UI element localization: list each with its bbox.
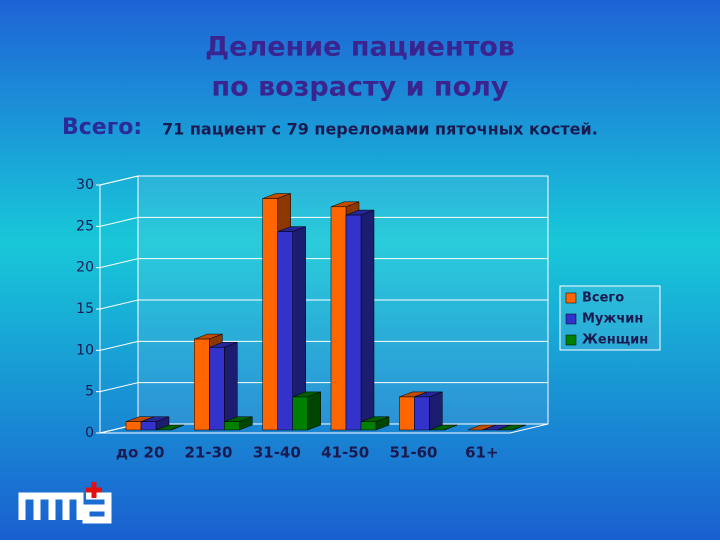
bar — [209, 341, 238, 431]
legend-box — [559, 285, 661, 351]
x-tick-label: 51-60 — [390, 444, 438, 462]
y-tick-label: 0 — [85, 425, 94, 441]
bar-front — [360, 421, 377, 431]
bar — [292, 391, 321, 431]
bar-side — [512, 424, 526, 431]
bar-front — [399, 396, 415, 431]
legend-swatch — [565, 334, 577, 346]
bar-front — [345, 214, 362, 431]
bar-front — [140, 421, 157, 431]
summary-label: Всего: — [62, 115, 142, 140]
grid-line — [99, 258, 548, 269]
bar — [414, 391, 443, 431]
legend-swatch — [565, 292, 577, 304]
y-tick-label: 25 — [76, 218, 94, 234]
title-line: Деление пациентов — [205, 32, 515, 63]
legend-swatch — [565, 313, 577, 325]
y-tick-label: 5 — [85, 384, 94, 400]
bar-front — [414, 396, 430, 431]
y-tick-label: 10 — [76, 342, 94, 358]
grid-line — [99, 382, 548, 393]
summary-text: 71 пациент с 79 переломами пяточных кост… — [162, 120, 598, 139]
y-tick-label: 30 — [76, 177, 94, 193]
x-tick-label: 61+ — [465, 444, 498, 462]
bar-side — [307, 391, 321, 431]
bar — [345, 209, 375, 431]
bar-side — [170, 424, 185, 431]
legend-label: Женщин — [582, 333, 648, 348]
bar — [497, 424, 526, 431]
title-line: по возрасту и полу — [211, 72, 508, 103]
bar-front — [292, 396, 308, 431]
bar — [224, 416, 253, 431]
bar-front — [224, 421, 240, 431]
x-tick-label: до 20 — [116, 444, 165, 462]
bar-front — [125, 421, 142, 431]
x-tick-label: 21-30 — [185, 444, 233, 462]
bar-front — [194, 338, 210, 431]
bar-front — [209, 347, 225, 431]
y-tick-label: 15 — [76, 301, 94, 317]
legend-label: Всего — [582, 291, 624, 306]
bar-side — [444, 424, 458, 431]
bar-front — [277, 231, 293, 431]
bar-front — [330, 206, 347, 431]
grid-line — [99, 175, 548, 186]
bar-side — [224, 341, 238, 431]
bar-front — [262, 198, 278, 431]
bar — [360, 416, 390, 431]
x-tick-label: 41-50 — [321, 444, 369, 462]
grid-line — [99, 299, 548, 310]
chart: 0 5 10 15 20 25 30 до 20 21-30 31-40 41-50 51-60 61+… — [76, 175, 661, 462]
x-tick-label: 31-40 — [253, 444, 301, 462]
legend-label: Мужчин — [582, 312, 643, 327]
bar — [155, 424, 185, 431]
logo-cross — [86, 482, 102, 498]
logo — [18, 482, 112, 524]
bar-side — [360, 209, 375, 431]
grid-line — [99, 340, 548, 351]
bar — [429, 424, 458, 431]
logo-letters — [18, 492, 112, 524]
bar-side — [429, 391, 443, 431]
bar — [277, 226, 306, 431]
y-tick-label: 20 — [76, 260, 94, 276]
grid-line — [99, 216, 548, 227]
